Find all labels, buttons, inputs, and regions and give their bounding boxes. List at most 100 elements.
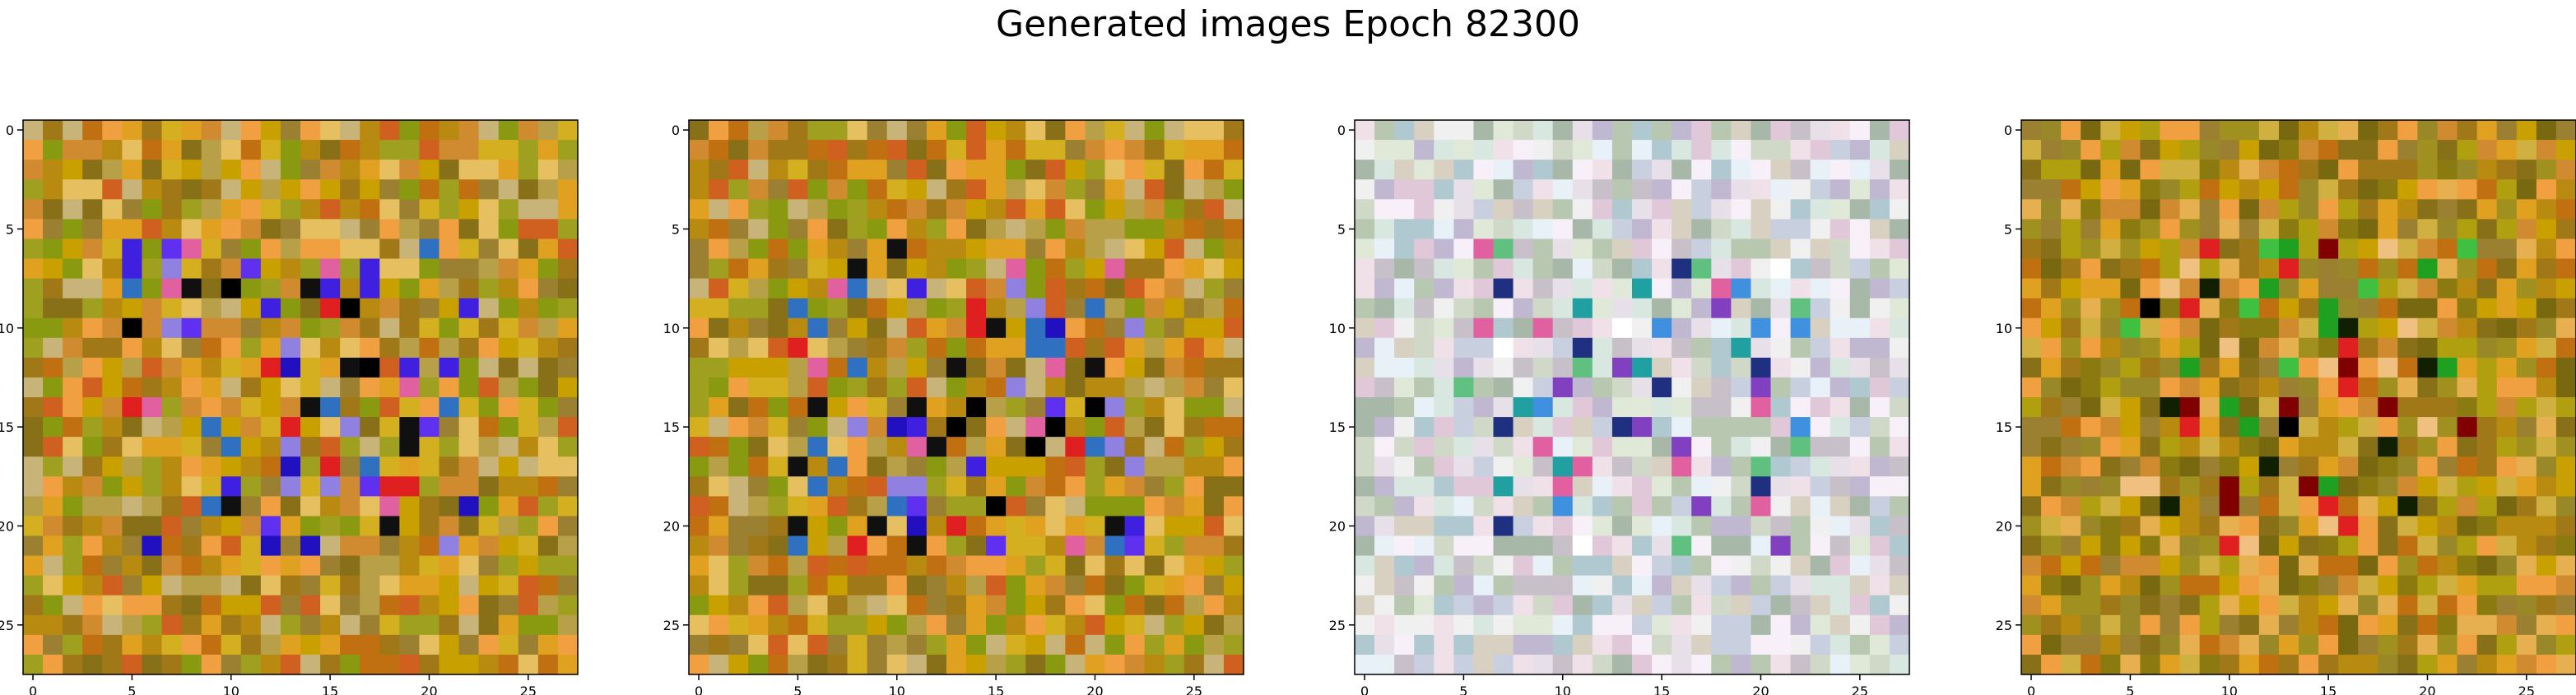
pixel-cell	[946, 456, 967, 477]
pixel-cell	[439, 397, 460, 418]
pixel-cell	[1592, 516, 1613, 537]
pixel-cell	[867, 160, 888, 180]
pixel-cell	[986, 199, 1007, 220]
pixel-cell	[1711, 456, 1732, 477]
pixel-cell	[82, 634, 103, 656]
pixel-cell	[2397, 516, 2419, 537]
pixel-cell	[1104, 337, 1126, 359]
pixel-cell	[2100, 337, 2121, 359]
pixel-cell	[300, 140, 321, 160]
pixel-cell	[63, 258, 83, 280]
pixel-cell	[1672, 535, 1692, 557]
pixel-cell	[768, 377, 788, 398]
pixel-cell	[2496, 535, 2518, 557]
pixel-cell	[1810, 219, 1831, 240]
pixel-cell	[1374, 278, 1395, 299]
pixel-cell	[847, 377, 868, 398]
pixel-cell	[807, 357, 829, 378]
pixel-cell	[1849, 239, 1871, 260]
pixel-cell	[1223, 337, 1244, 359]
pixel-cell	[399, 239, 421, 260]
pixel-cell	[1025, 654, 1046, 675]
pixel-cell	[498, 219, 519, 240]
pixel-cell	[1672, 654, 1692, 675]
pixel-cell	[1889, 337, 1910, 359]
pixel-cell	[2476, 377, 2498, 398]
pixel-cell	[1374, 120, 1395, 141]
pixel-cell	[1889, 555, 1910, 577]
pixel-cell	[1493, 437, 1514, 457]
pixel-cell	[1731, 535, 1752, 557]
pixel-cell	[2061, 575, 2081, 596]
pixel-cell	[2496, 654, 2518, 675]
pixel-cell	[23, 654, 44, 675]
pixel-cell	[728, 199, 749, 220]
pixel-cell	[518, 219, 539, 240]
pixel-cell	[518, 377, 539, 398]
pixel-cell	[2219, 258, 2240, 280]
pixel-cell	[181, 377, 202, 398]
pixel-cell	[2397, 654, 2419, 675]
pixel-cell	[419, 258, 440, 280]
pixel-cell	[1830, 476, 1851, 497]
pixel-cell	[300, 555, 321, 577]
pixel-cell	[2299, 555, 2319, 577]
pixel-cell	[63, 239, 83, 260]
pixel-cell	[2061, 239, 2081, 260]
pixel-cell	[2555, 278, 2576, 299]
pixel-cell	[728, 476, 749, 497]
pixel-cell	[82, 575, 103, 596]
pixel-cell	[1025, 516, 1046, 537]
pixel-cell	[537, 337, 559, 359]
pixel-cell	[399, 219, 421, 240]
pixel-cell	[2476, 575, 2498, 596]
pixel-cell	[1770, 317, 1792, 339]
pixel-cell	[689, 239, 709, 260]
pixel-cell	[1513, 614, 1534, 636]
pixel-cell	[966, 199, 987, 220]
pixel-cell	[2140, 377, 2161, 398]
pixel-cell	[2476, 160, 2498, 180]
pixel-cell	[1869, 535, 1890, 557]
pixel-cell	[1453, 417, 1475, 438]
pixel-cell	[379, 417, 400, 438]
pixel-cell	[458, 516, 480, 537]
pixel-cell	[320, 555, 341, 577]
pixel-cell	[2061, 397, 2081, 418]
pixel-cell	[1711, 516, 1732, 537]
pixel-cell	[807, 199, 829, 220]
pixel-cell	[768, 258, 788, 280]
pixel-cell	[788, 357, 809, 378]
pixel-cell	[1045, 634, 1066, 656]
pixel-cell	[1731, 278, 1752, 299]
pixel-cell	[537, 516, 559, 537]
pixel-cell	[1065, 397, 1086, 418]
pixel-cell	[2476, 634, 2498, 656]
pixel-cell	[709, 417, 729, 438]
pixel-cell	[966, 160, 987, 180]
pixel-cell	[340, 219, 360, 240]
pixel-cell	[1374, 417, 1395, 438]
pixel-cell	[1183, 516, 1205, 537]
pixel-cell	[2338, 160, 2359, 180]
pixel-cell	[2120, 140, 2141, 160]
pixel-cell	[1104, 516, 1126, 537]
pixel-cell	[886, 654, 908, 675]
pixel-cell	[23, 555, 44, 577]
pixel-cell	[1770, 535, 1792, 557]
pixel-cell	[709, 437, 729, 457]
pixel-cell	[458, 199, 480, 220]
pixel-cell	[1493, 337, 1514, 359]
pixel-cell	[122, 337, 143, 359]
pixel-cell	[867, 575, 888, 596]
pixel-cell	[1355, 654, 1375, 675]
pixel-cell	[1691, 219, 1712, 240]
pixel-cell	[1611, 179, 1633, 200]
pixel-cell	[379, 199, 400, 220]
pixel-cell	[518, 239, 539, 260]
pixel-cell	[340, 199, 360, 220]
pixel-cell	[2258, 160, 2280, 180]
pixel-cell	[2120, 456, 2141, 477]
pixel-cell	[2219, 575, 2240, 596]
pixel-cell	[1770, 120, 1792, 141]
